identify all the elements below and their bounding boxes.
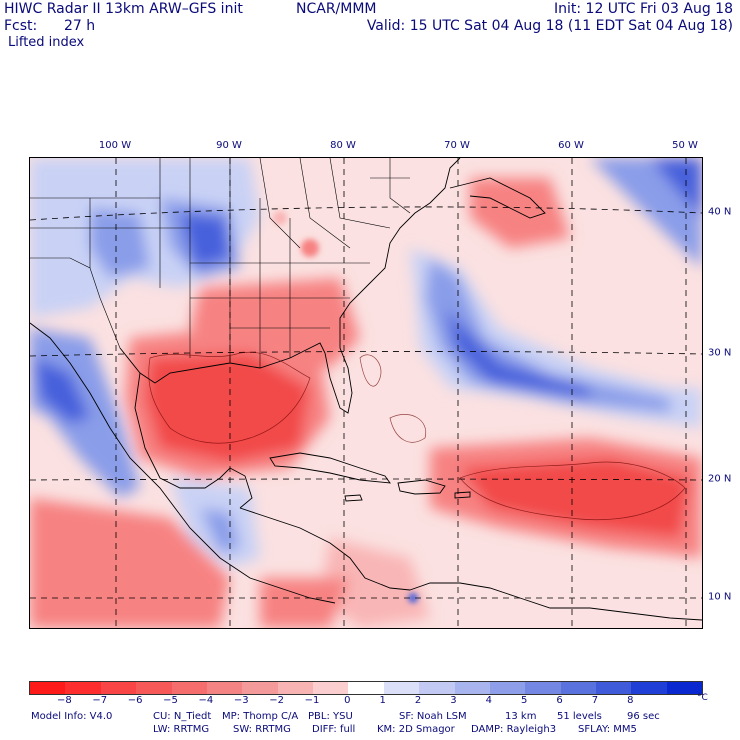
lat-label-10n: 10 N <box>708 591 732 603</box>
field-name: Lifted index <box>8 35 85 50</box>
colorbar-segment <box>171 682 207 694</box>
surface-layer-scheme: SFLAY: MM5 <box>578 724 637 735</box>
colorbar-tick-label: 2 <box>414 695 422 706</box>
lat-label-30n: 30 N <box>708 347 732 359</box>
surface-scheme: SF: Noah LSM <box>399 711 467 722</box>
colorbar-tick-label: −5 <box>163 695 178 706</box>
colorbar-segment <box>596 682 632 694</box>
colorbar-tick-label: 4 <box>485 695 492 706</box>
colorbar-tick-label: 1 <box>379 695 386 706</box>
colorbar-tick-label: 6 <box>556 695 563 706</box>
damping-option: DAMP: Rayleigh3 <box>471 724 557 735</box>
map-panel <box>29 157 703 629</box>
colorbar-segment <box>313 682 349 694</box>
colorbar-segment <box>631 682 667 694</box>
forecast-hour: 27 h <box>64 18 96 34</box>
colorbar-tick-label: −3 <box>233 695 249 706</box>
colorbar-tick-label: 8 <box>627 695 634 706</box>
colorbar <box>29 681 703 695</box>
li-contours <box>148 351 686 520</box>
lat-label-20n: 20 N <box>708 473 732 485</box>
colorbar-tick-label: 5 <box>520 695 528 706</box>
organization-label: NCAR/MMM <box>296 1 377 17</box>
colorbar-segment <box>419 682 455 694</box>
colorbar-segment <box>525 682 561 694</box>
colorbar-tick-label: −2 <box>269 695 284 706</box>
valid-time: Valid: 15 UTC Sat 04 Aug 18 (11 EDT Sat … <box>366 18 733 34</box>
colorbar-segment <box>277 682 313 694</box>
model-title: HIWC Radar II 13km ARW–GFS init <box>4 1 243 17</box>
colorbar-tick-label: −4 <box>198 695 214 706</box>
shortwave-scheme: SW: RRTMG <box>233 724 291 735</box>
colorbar-tick-label: 0 <box>344 695 351 706</box>
colorbar-tick-label: −7 <box>92 695 108 706</box>
colorbar-tick-label: 7 <box>591 695 599 706</box>
lat-label-40n: 40 N <box>708 206 732 218</box>
colorbar-segment <box>489 682 526 694</box>
lon-label-70w: 70 W <box>444 140 470 151</box>
colorbar-segment <box>30 682 66 694</box>
vertical-levels: 51 levels <box>557 711 602 722</box>
field-shading <box>30 158 702 628</box>
colorbar-segment <box>560 682 596 694</box>
lifted-index-map <box>30 158 702 628</box>
colorbar-segment <box>454 682 490 694</box>
colorbar-segment <box>383 682 420 694</box>
grid-resolution: 13 km <box>505 711 537 722</box>
graticule <box>30 158 702 628</box>
pbl-scheme: PBL: YSU <box>308 711 353 722</box>
colorbar-tick-label: 3 <box>450 695 457 706</box>
colorbar-segment <box>242 682 278 694</box>
colorbar-tick-label: −6 <box>127 695 143 706</box>
lon-label-80w: 80 W <box>330 140 356 151</box>
forecast-label: Fcst: <box>4 18 38 34</box>
diffusion-setting: DIFF: full <box>312 724 356 735</box>
lon-label-90w: 90 W <box>216 140 242 151</box>
lon-label-60w: 60 W <box>558 140 584 151</box>
lon-label-50w: 50 W <box>672 140 698 151</box>
longwave-scheme: LW: RRTMG <box>153 724 210 735</box>
cumulus-scheme: CU: N_Tiedt <box>153 711 212 722</box>
km-option: KM: 2D Smagor <box>377 724 455 735</box>
colorbar-unit: °C <box>697 693 708 703</box>
colorbar-segment <box>65 682 101 694</box>
colorbar-tick-label: −1 <box>304 695 320 706</box>
microphysics-scheme: MP: Thomp C/A <box>222 711 299 722</box>
colorbar-segment <box>136 682 172 694</box>
coastlines <box>30 158 702 621</box>
colorbar-segment <box>206 682 243 694</box>
colorbar-segment <box>100 682 137 694</box>
colorbar-segment <box>348 682 384 694</box>
colorbar-tick-label: −8 <box>56 695 72 706</box>
colorbar-segment <box>666 682 703 694</box>
field-detail <box>273 195 503 603</box>
init-time: Init: 12 UTC Fri 03 Aug 18 <box>553 1 733 17</box>
timestep: 96 sec <box>627 711 660 722</box>
model-info-version: Model Info: V4.0 <box>31 711 113 722</box>
lon-label-100w: 100 W <box>98 140 132 151</box>
